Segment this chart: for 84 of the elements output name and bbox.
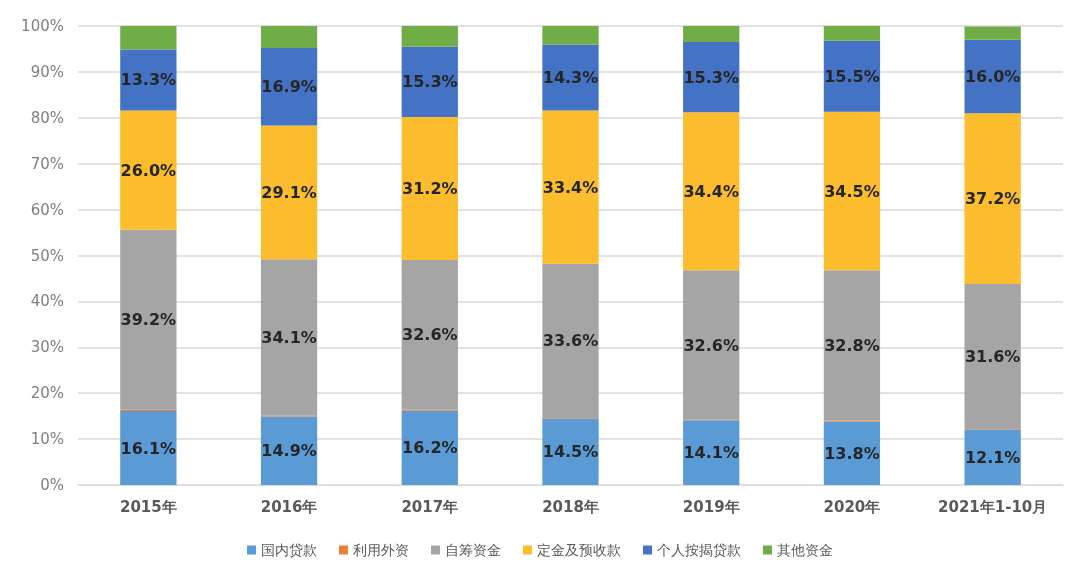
y-tick-label: 90% xyxy=(30,62,64,81)
data-label: 33.6% xyxy=(542,331,599,351)
data-label: 16.2% xyxy=(402,438,458,458)
bar xyxy=(401,26,458,47)
data-label: 12.1% xyxy=(964,447,1021,467)
bar xyxy=(683,42,740,113)
bar xyxy=(683,26,740,43)
bar xyxy=(401,260,458,410)
bar xyxy=(120,110,177,230)
bar xyxy=(964,429,1021,485)
bar xyxy=(120,49,177,111)
data-label: 16.0% xyxy=(964,66,1021,86)
data-label: 39.2% xyxy=(120,310,177,330)
y-tick-label: 30% xyxy=(30,338,64,357)
bar xyxy=(260,125,318,260)
bar xyxy=(260,26,318,49)
data-label: 16.9% xyxy=(261,77,317,97)
y-tick-label: 100% xyxy=(21,17,64,35)
legend-label: 个人按揭贷款 xyxy=(657,542,741,558)
data-label: 32.6% xyxy=(402,325,458,345)
bar xyxy=(542,26,599,45)
x-tick-label: 2016年 xyxy=(260,497,318,516)
data-label: 13.3% xyxy=(120,70,177,90)
bar xyxy=(683,420,740,485)
bar xyxy=(823,111,881,271)
x-tick-label: 2021年1-10月 xyxy=(937,497,1048,516)
data-label: 16.1% xyxy=(120,438,177,458)
bar xyxy=(401,410,458,485)
data-label: 15.5% xyxy=(824,66,880,86)
bar xyxy=(823,26,881,41)
y-tick-label: 0% xyxy=(40,476,64,494)
x-tick-label: 2019年 xyxy=(682,497,740,516)
y-tick-label: 20% xyxy=(30,384,64,403)
y-tick-label: 80% xyxy=(30,108,64,127)
legend-label: 自筹资金 xyxy=(445,542,501,558)
y-tick-label: 60% xyxy=(30,200,64,219)
data-label: 15.3% xyxy=(402,72,458,92)
y-tick-label: 40% xyxy=(30,292,64,311)
bar xyxy=(542,263,599,418)
x-tick-label: 2018年 xyxy=(542,497,599,516)
data-label: 26.0% xyxy=(120,160,177,180)
bar xyxy=(683,270,740,420)
data-label: 14.3% xyxy=(542,68,599,88)
data-label: 32.8% xyxy=(824,335,880,355)
bar xyxy=(542,418,599,485)
data-label: 14.1% xyxy=(683,443,739,463)
y-tick-label: 50% xyxy=(30,246,64,265)
data-label: 13.8% xyxy=(824,443,880,463)
bar xyxy=(120,229,177,410)
bar xyxy=(120,411,177,485)
bar xyxy=(401,116,458,261)
y-tick-label: 10% xyxy=(30,430,64,449)
bar xyxy=(542,44,599,111)
data-label: 14.9% xyxy=(261,441,317,461)
data-label: 29.1% xyxy=(261,182,317,202)
bar xyxy=(120,26,177,50)
data-label: 14.5% xyxy=(542,442,599,462)
data-label: 37.2% xyxy=(964,189,1021,209)
bar xyxy=(823,270,881,421)
data-label: 33.4% xyxy=(542,177,599,197)
x-tick-label: 2020年 xyxy=(823,497,881,516)
legend-label: 国内贷款 xyxy=(261,542,317,558)
bar xyxy=(542,110,599,264)
data-label: 15.3% xyxy=(683,67,739,87)
x-tick-label: 2015年 xyxy=(119,497,177,516)
data-label: 34.4% xyxy=(683,181,739,201)
legend-label: 其他资金 xyxy=(777,542,833,558)
data-label: 31.2% xyxy=(402,178,458,198)
data-label: 32.6% xyxy=(683,335,739,355)
bar xyxy=(401,46,458,117)
bar xyxy=(260,259,318,416)
bar xyxy=(260,48,318,126)
bar xyxy=(964,113,1021,284)
legend-label: 定金及预收款 xyxy=(537,542,621,558)
bar xyxy=(964,26,1021,40)
y-tick-label: 70% xyxy=(30,154,64,173)
x-tick-label: 2017年 xyxy=(401,497,459,516)
bar xyxy=(823,40,881,112)
bar xyxy=(683,112,740,271)
legend-label: 利用外资 xyxy=(353,542,409,558)
data-label: 34.5% xyxy=(824,181,880,201)
data-label: 34.1% xyxy=(261,327,317,347)
data-label: 31.6% xyxy=(964,346,1021,366)
bar xyxy=(964,283,1021,429)
